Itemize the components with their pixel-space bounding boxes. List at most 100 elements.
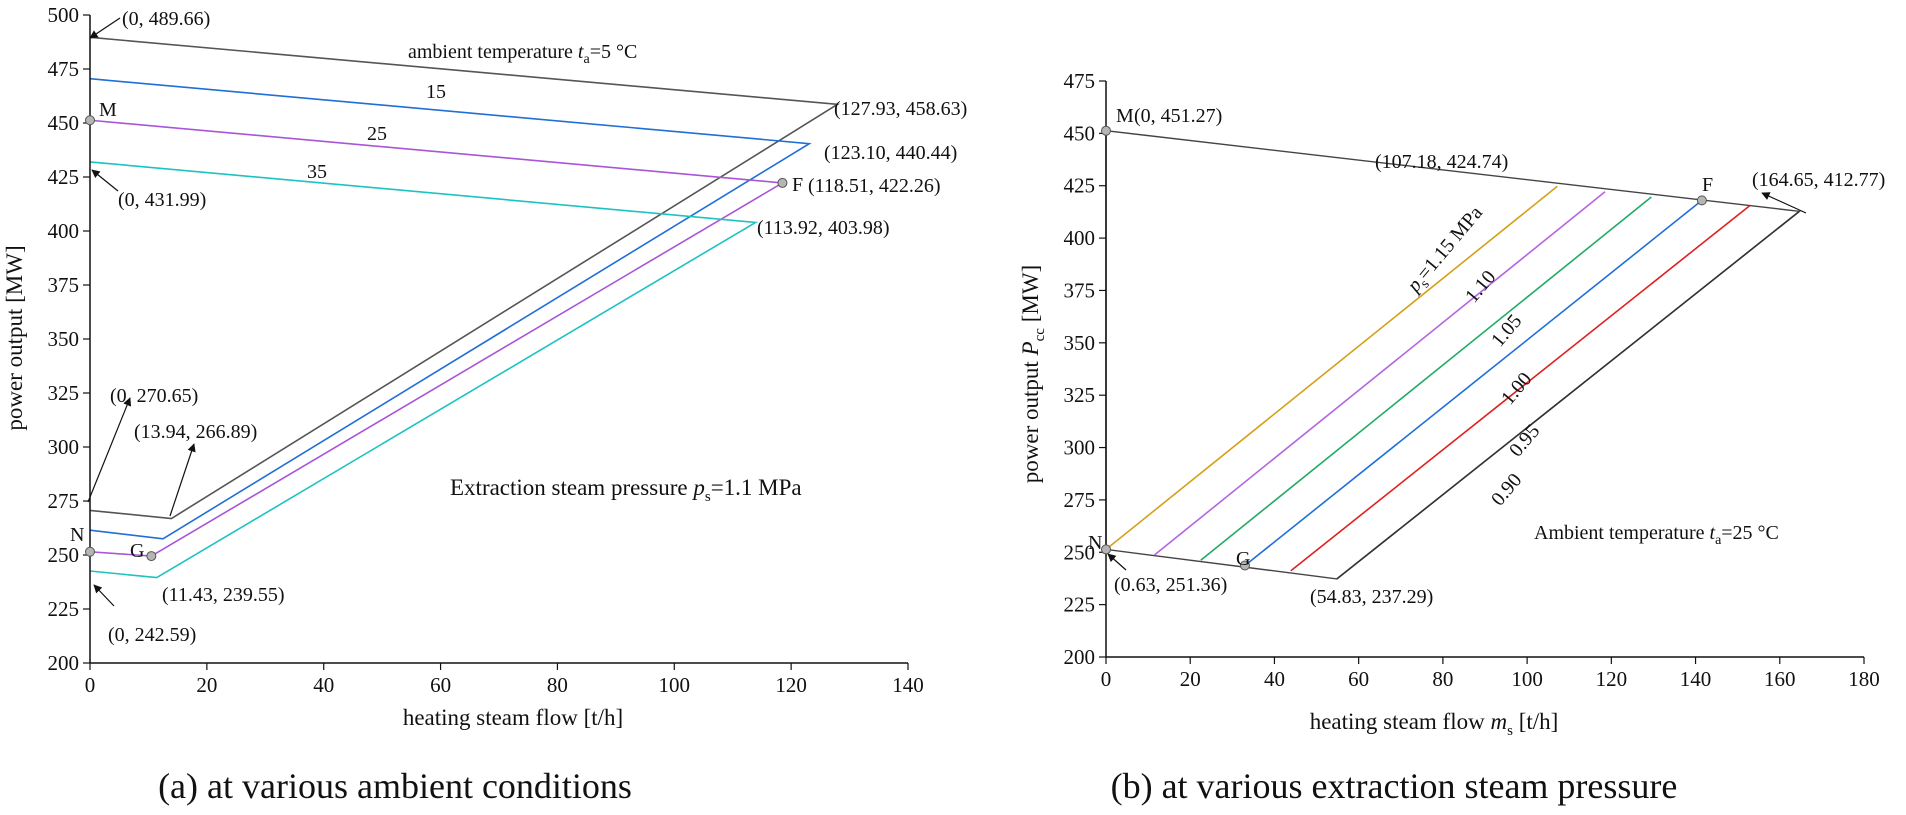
- b-series-label-0-95: 0.95: [1505, 420, 1544, 461]
- a-annotation: (13.94, 266.89): [134, 421, 257, 443]
- b-ytick-label: 300: [1064, 436, 1096, 460]
- a-ytick-label: 200: [48, 651, 80, 675]
- b-series-line-6: [1336, 210, 1800, 580]
- a-series-line-4: [89, 161, 759, 579]
- b-xtick-label: 60: [1348, 667, 1369, 691]
- b-series-label-1-00: 1.00: [1497, 368, 1536, 409]
- b-marker-f: F: [1702, 174, 1713, 196]
- a-ytick-label: 325: [48, 381, 80, 405]
- a-series-line-1: [89, 36, 840, 520]
- b-boundary: [1105, 130, 1802, 580]
- a-annotation-arrow: [89, 17, 121, 39]
- b-ytick-label: 450: [1064, 121, 1096, 145]
- a-xtick-label: 100: [659, 673, 691, 697]
- a-annotation-arrow: [87, 397, 132, 503]
- b-series-line-4: [1244, 199, 1703, 567]
- b-ytick-label: 475: [1064, 69, 1096, 93]
- b-series-line-5: [1290, 205, 1750, 572]
- a-ytick-label: 225: [48, 597, 80, 621]
- b-xtick-label: 40: [1264, 667, 1285, 691]
- a-point-marker-f: [777, 177, 788, 188]
- b-xtick-label: 180: [1848, 667, 1880, 691]
- a-xtick-label: 120: [775, 673, 807, 697]
- a-xaxis-label: heating steam flow [t/h]: [403, 705, 623, 730]
- b-series-line-2: [1153, 191, 1606, 556]
- b-ytick-label: 375: [1064, 278, 1096, 302]
- b-xtick-label: 80: [1432, 667, 1453, 691]
- a-ytick-label: 275: [48, 489, 80, 513]
- b-point-marker-g: [1239, 560, 1250, 571]
- b-xtick-label: 100: [1511, 667, 1543, 691]
- b-ytick-label: 425: [1064, 174, 1096, 198]
- a-annotation-arrow: [93, 584, 115, 607]
- b-series-label-1-10: 1.10: [1461, 266, 1500, 307]
- a-series-label-5: ambient temperature ta=5 °C: [408, 41, 637, 67]
- a-annotation: (0, 270.65): [110, 385, 198, 407]
- a-annotation: (123.10, 440.44): [824, 142, 957, 164]
- a-xtick-label: 60: [430, 673, 451, 697]
- a-annotation: (0, 489.66): [122, 8, 210, 30]
- a-series-label-35: 35: [307, 161, 327, 183]
- b-xtick-label: 0: [1101, 667, 1112, 691]
- a-annotation: (0, 431.99): [118, 189, 206, 211]
- a-annotation: (113.92, 403.98): [757, 217, 890, 239]
- b-series-line-3: [1200, 196, 1652, 561]
- a-ytick-label: 375: [48, 273, 80, 297]
- a-series-label-15: 15: [426, 81, 446, 103]
- b-ytick-label: 250: [1064, 540, 1096, 564]
- a-xtick-label: 80: [547, 673, 568, 697]
- a-point-marker-n: [85, 546, 95, 557]
- b-marker-g: G: [1236, 548, 1250, 570]
- a-annotation: (118.51, 422.26): [808, 175, 941, 197]
- a-caption: (a) at various ambient conditions: [158, 766, 632, 806]
- a-xtick-label: 0: [85, 673, 96, 697]
- b-caption: (b) at various extraction steam pressure: [1111, 766, 1678, 806]
- b-point-marker-n: [1101, 544, 1111, 555]
- b-annotation-arrow: [1107, 553, 1127, 571]
- chart-panel-a: 0 20 40 60 80 100 120 140 200 225 250 275 300 325 350 3…: [2, 3, 967, 806]
- b-xtick-label: 120: [1596, 667, 1628, 691]
- a-marker-g: G: [130, 540, 144, 562]
- a-annotation: (0, 242.59): [108, 624, 196, 646]
- a-xtick-label: 20: [196, 673, 217, 697]
- a-point-marker-g: [146, 551, 157, 562]
- b-marker-m: M: [1116, 105, 1134, 127]
- b-note: Ambient temperature ta=25 °C: [1534, 522, 1779, 548]
- b-ytick-label: 275: [1064, 488, 1096, 512]
- b-ytick-label: 400: [1064, 226, 1096, 250]
- a-ytick-label: 425: [48, 165, 80, 189]
- a-series-line-3: [89, 119, 785, 557]
- a-xtick-label: 140: [892, 673, 924, 697]
- a-note: Extraction steam pressure ps=1.1 MPa: [450, 475, 802, 505]
- a-series-label-25: 25: [367, 123, 387, 145]
- b-xtick-label: 160: [1764, 667, 1796, 691]
- a-annotation: (127.93, 458.63): [834, 98, 967, 120]
- a-ytick-label: 250: [48, 543, 80, 567]
- a-annotation-arrow: [91, 169, 119, 192]
- a-marker-f: F: [792, 174, 803, 196]
- a-annotation-arrow: [169, 443, 196, 517]
- a-ytick-label: 500: [48, 3, 80, 27]
- a-series-line-2: [89, 77, 812, 540]
- b-ytick-label: 200: [1064, 645, 1096, 669]
- a-marker-m: M: [99, 99, 117, 121]
- a-yaxis-label: power output [MW]: [2, 245, 27, 430]
- a-annotation: (11.43, 239.55): [162, 584, 285, 606]
- b-yaxis-label: power output Pcc [MW]: [1018, 265, 1048, 483]
- a-xtick-label: 40: [313, 673, 334, 697]
- b-ytick-label: 350: [1064, 331, 1096, 355]
- a-point-marker-m: [85, 115, 95, 126]
- b-point-marker-m: [1101, 125, 1111, 136]
- b-xtick-label: 140: [1680, 667, 1712, 691]
- a-ytick-label: 450: [48, 111, 80, 135]
- b-annotation: (54.83, 237.29): [1310, 586, 1433, 608]
- b-annotation: (164.65, 412.77): [1752, 169, 1885, 191]
- b-annotation-arrow: [1761, 192, 1807, 214]
- b-point-marker-f: [1696, 195, 1707, 206]
- a-ytick-label: 400: [48, 219, 80, 243]
- a-ytick-label: 475: [48, 57, 80, 81]
- b-ytick-label: 325: [1064, 383, 1096, 407]
- b-marker-n: N: [1088, 532, 1102, 554]
